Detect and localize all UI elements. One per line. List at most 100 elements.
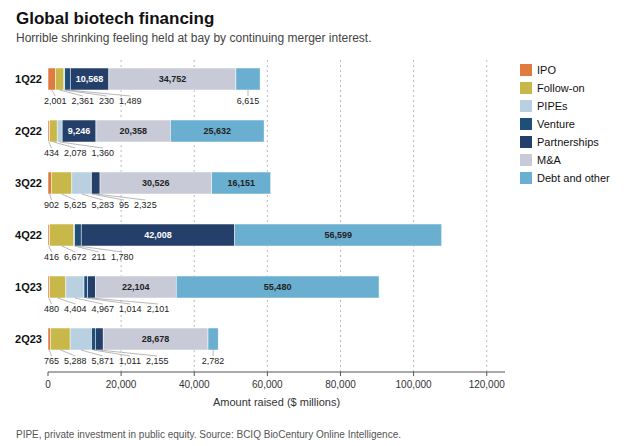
bar-segment [70,68,109,90]
data-label: 4,967 [92,304,115,314]
data-label: 1,780 [111,252,134,262]
bar-segment [48,328,51,350]
data-label: 2,078 [64,148,87,158]
legend-entry: Partnerships [537,136,599,148]
bar-segment [50,276,66,298]
tick-mark [267,372,268,376]
grid-line [340,60,341,372]
data-label: 25,632 [203,126,231,136]
legend-entry: IPO [537,64,556,76]
bar-segment [48,172,51,194]
bar-segment [212,172,271,194]
data-label: 5,871 [92,356,115,366]
tick-label: 20,000 [106,379,137,390]
data-label: 95 [119,200,129,210]
bar-segment [84,276,88,298]
data-label: 20,358 [119,126,147,136]
data-label: 34,752 [159,74,187,84]
data-label: 10,568 [76,74,104,84]
bar-segment [235,224,442,246]
data-label: 434 [44,148,59,158]
grid-line [121,60,122,372]
legend-entry: Debt and other [537,172,610,184]
tick-mark [121,372,122,376]
tick-mark [486,372,487,376]
legend-swatch [520,118,532,130]
bar-segment [48,68,55,90]
data-label: 2,101 [147,304,170,314]
tick-mark [340,372,341,376]
legend-swatch [520,64,532,76]
bar-segment [236,68,260,90]
data-label: 5,288 [64,356,87,366]
data-label: 2,155 [146,356,169,366]
tick-label: 0 [45,379,51,390]
bar-segment [88,276,96,298]
bar-segment [103,328,208,350]
data-label: 416 [44,252,59,262]
tick-label: 40,000 [179,379,210,390]
category-label: 4Q22 [15,229,42,241]
data-label: 765 [44,356,59,366]
category-label: 1Q22 [15,73,42,85]
data-label: 42,008 [144,230,172,240]
chart: Global biotech financing Horrible shrinki… [0,0,640,446]
footnote: PIPE, private investment in public equit… [16,429,401,440]
legend-entry: Follow-on [537,82,585,94]
data-label: 480 [44,304,59,314]
category-label: 1Q23 [15,281,42,293]
data-label: 5,283 [92,200,115,210]
data-label: 1,489 [119,96,142,106]
category-label: 3Q22 [15,177,42,189]
bar-segment [100,172,212,194]
tick-label: 60,000 [252,379,283,390]
legend: IPOFollow-onPIPEsVenturePartnershipsM&AD… [520,64,610,184]
bar-segment [95,328,103,350]
bar-segment [55,68,64,90]
data-label: 2,782 [202,356,225,366]
data-label: 1,014 [119,304,142,314]
legend-swatch [520,172,532,184]
tick-label: 120,000 [469,379,506,390]
bar-segment [62,120,96,142]
grid-line [194,60,195,372]
data-label: 5,625 [64,200,87,210]
data-label: 6,672 [64,252,87,262]
category-label: 2Q23 [15,333,42,345]
legend-entry: M&A [537,154,562,166]
axis-label: Amount raised ($ millions) [213,396,340,408]
legend-swatch [520,154,532,166]
bar-segment [65,68,70,90]
tick-mark [413,372,414,376]
title: Global biotech financing [16,9,214,28]
data-label: 30,526 [142,178,170,188]
bars [48,68,442,350]
data-label: 16,151 [227,178,255,188]
bar-segment [96,120,170,142]
data-label: 4,404 [64,304,87,314]
bar-segment [57,120,62,142]
bar-segment [81,224,235,246]
grid [121,60,487,372]
subtitle: Horrible shrinking feeling held at bay b… [16,31,372,45]
grid-line [413,60,414,372]
bar-segment [48,276,50,298]
bar-segment [208,328,218,350]
tick-mark [48,372,49,376]
bar-segment [51,172,72,194]
bar-segment [72,172,91,194]
bar-segment [92,328,96,350]
data-label: 230 [99,96,114,106]
tick-label: 100,000 [396,379,433,390]
bar-segment [95,276,176,298]
data-label: 2,361 [72,96,95,106]
legend-entry: Venture [537,118,575,130]
data-label: 55,480 [264,282,292,292]
data-label: 9,246 [68,126,91,136]
data-label: 1,360 [92,148,115,158]
bar-segment [66,276,84,298]
bar-segment [70,328,91,350]
data-label: 2,001 [44,96,67,106]
data-label: 28,678 [142,334,170,344]
x-axis: 020,00040,00060,00080,000100,000120,000A… [45,372,505,408]
